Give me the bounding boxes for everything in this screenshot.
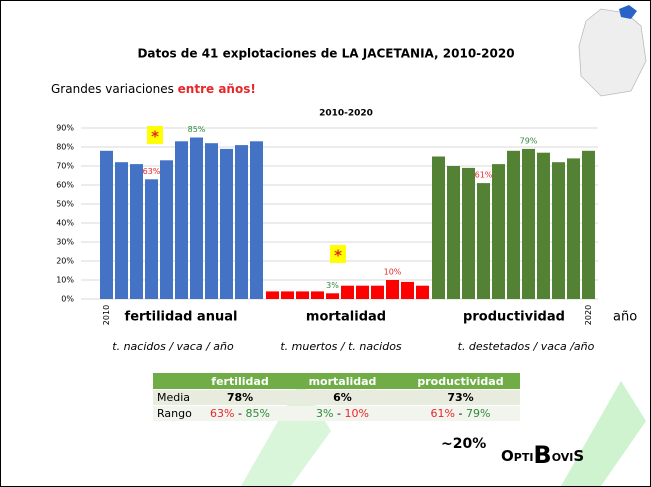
subtitle-highlight: entre años! — [178, 82, 256, 96]
bar — [220, 148, 233, 299]
highlight-box — [330, 245, 346, 263]
range-separator: - — [459, 407, 463, 420]
subtitle: Grandes variaciones entre años! — [51, 82, 256, 96]
range-low: 3% — [316, 407, 333, 420]
table-row-label: Rango — [157, 407, 192, 420]
range-high: 79% — [466, 407, 490, 420]
y-tick-label: 50% — [56, 200, 74, 209]
data-label: 10% — [384, 268, 402, 277]
bar — [296, 291, 309, 299]
table-row-label: Media — [157, 391, 190, 404]
bar — [477, 183, 490, 299]
table-row — [153, 406, 520, 421]
highlight-box — [147, 126, 163, 144]
slide-title: Datos de 41 explotaciones de LA JACETANI… — [137, 47, 514, 61]
y-tick-label: 90% — [56, 124, 74, 133]
highlight-mark: * — [151, 128, 159, 146]
bar — [160, 160, 173, 299]
series-unit: t. muertos / t. nacidos — [280, 340, 402, 353]
logo-a: Opti — [501, 447, 533, 465]
y-tick-label: 0% — [61, 295, 74, 304]
highlight-mark: * — [334, 247, 342, 265]
table-cell: 73% — [447, 391, 473, 404]
logo: OptiBoviS — [501, 441, 584, 469]
bar — [552, 162, 565, 299]
bar — [447, 166, 460, 299]
bar — [326, 293, 339, 299]
data-label: 3% — [326, 281, 339, 290]
bar — [175, 141, 188, 299]
table-column-header: productividad — [417, 375, 503, 388]
table-header — [153, 373, 520, 389]
table-row — [153, 390, 520, 405]
data-label: 85% — [188, 125, 206, 134]
bar — [522, 148, 535, 299]
region-map — [578, 5, 647, 97]
range-low: 61% — [431, 407, 455, 420]
bar — [145, 179, 158, 299]
y-tick-label: 80% — [56, 143, 74, 152]
bar — [462, 167, 475, 299]
bar — [567, 158, 580, 299]
bar — [100, 150, 113, 299]
range-low: 63% — [210, 407, 234, 420]
series-name: mortalidad — [306, 310, 386, 325]
y-tick-label: 30% — [56, 238, 74, 247]
series-unit: t. nacidos / vaca / año — [112, 340, 234, 353]
logo-c: oviS — [552, 447, 584, 465]
range-high: 85% — [245, 407, 269, 420]
bar — [371, 285, 384, 299]
data-label: 61% — [475, 171, 493, 180]
bar — [341, 285, 354, 299]
bar — [537, 152, 550, 299]
table-column-header: fertilidad — [211, 375, 268, 388]
table-column-header: mortalidad — [309, 375, 377, 388]
logo-b: B — [533, 441, 551, 469]
bar — [416, 285, 429, 299]
y-tick-label: 70% — [56, 162, 74, 171]
bar — [401, 281, 414, 299]
y-tick-label: 40% — [56, 219, 74, 228]
table-cell: 61% - 79% — [431, 407, 491, 420]
bar — [507, 150, 520, 299]
bar — [250, 141, 263, 299]
x-tick-label: 2010 — [102, 305, 111, 325]
table-cell: 63% - 85% — [210, 407, 270, 420]
data-label: 63% — [143, 167, 161, 176]
bar — [432, 156, 445, 299]
bar — [386, 280, 399, 299]
x-tick-label: 2020 — [584, 305, 593, 325]
range-high: 10% — [344, 407, 368, 420]
bar — [311, 291, 324, 299]
series-name: fertilidad anual — [125, 310, 238, 325]
bar — [582, 150, 595, 299]
bar — [235, 145, 248, 299]
bar — [130, 164, 143, 299]
bar — [266, 291, 279, 299]
table-cell: 3% - 10% — [316, 407, 369, 420]
table-cell: 78% — [227, 391, 253, 404]
bar — [115, 162, 128, 299]
subtitle-text: Grandes variaciones — [51, 82, 178, 96]
y-tick-label: 20% — [56, 257, 74, 266]
note: ~20% — [441, 436, 486, 452]
series-unit: t. destetados / vaca /año — [458, 340, 595, 353]
x-axis-label: año — [613, 310, 637, 325]
y-tick-label: 10% — [56, 276, 74, 285]
bar — [205, 143, 218, 299]
series-name: productividad — [463, 310, 565, 325]
range-separator: - — [337, 407, 341, 420]
y-tick-label: 60% — [56, 181, 74, 190]
bar — [356, 285, 369, 299]
chart-title: 2010-2020 — [319, 109, 373, 119]
data-label: 79% — [520, 136, 538, 145]
range-separator: - — [238, 407, 242, 420]
table-cell: 6% — [333, 391, 352, 404]
bar — [281, 291, 294, 299]
bar — [492, 164, 505, 299]
bar — [190, 137, 203, 299]
